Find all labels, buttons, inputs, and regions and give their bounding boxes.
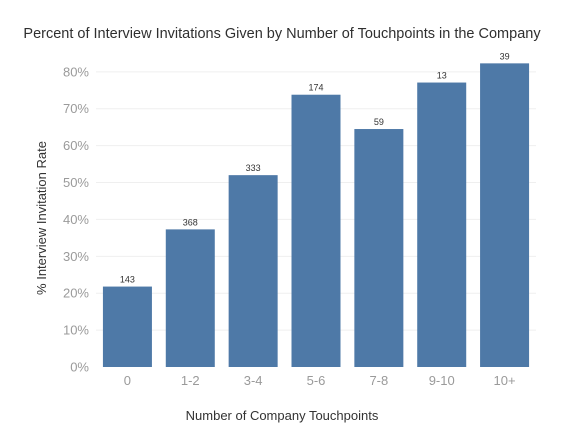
- bar: [480, 63, 530, 368]
- y-axis-title: % Interview Invitation Rate: [34, 141, 49, 295]
- y-tick-label: 80%: [63, 64, 89, 79]
- y-tick-label: 70%: [63, 101, 89, 116]
- y-tick-label: 10%: [63, 323, 89, 338]
- data-label: 39: [500, 51, 510, 61]
- x-tick-label: 1-2: [181, 373, 200, 388]
- bar: [228, 175, 278, 367]
- data-label: 333: [246, 163, 261, 173]
- bar: [165, 229, 215, 367]
- x-axis-title: Number of Company Touchpoints: [186, 408, 379, 423]
- y-tick-label: 20%: [63, 286, 89, 301]
- x-tick-label: 5-6: [307, 373, 326, 388]
- y-axis-ticks: 0% 10% 20% 30% 40% 50% 60% 70% 80%: [63, 64, 89, 374]
- y-tick-label: 30%: [63, 249, 89, 264]
- data-label: 143: [120, 275, 135, 285]
- y-tick-label: 0%: [70, 360, 89, 375]
- y-tick-label: 60%: [63, 138, 89, 153]
- x-tick-label: 3-4: [244, 373, 263, 388]
- data-label: 368: [183, 217, 198, 227]
- bar: [417, 82, 467, 368]
- data-label: 59: [374, 117, 384, 127]
- x-tick-label: 7-8: [369, 373, 388, 388]
- bar: [291, 94, 341, 367]
- data-labels: 143 368 333 174 59 13 39: [120, 51, 510, 284]
- y-tick-label: 40%: [63, 212, 89, 227]
- bars: [102, 63, 530, 368]
- y-tick-label: 50%: [63, 175, 89, 190]
- x-tick-label: 0: [124, 373, 131, 388]
- x-axis-ticks: 0 1-2 3-4 5-6 7-8 9-10 10+: [124, 373, 516, 388]
- x-tick-label: 10+: [494, 373, 516, 388]
- data-label: 13: [437, 71, 447, 81]
- bar: [354, 129, 404, 367]
- data-label: 174: [308, 83, 323, 93]
- bar: [102, 286, 152, 367]
- x-tick-label: 9-10: [429, 373, 455, 388]
- chart-title: Percent of Interview Invitations Given b…: [23, 26, 541, 42]
